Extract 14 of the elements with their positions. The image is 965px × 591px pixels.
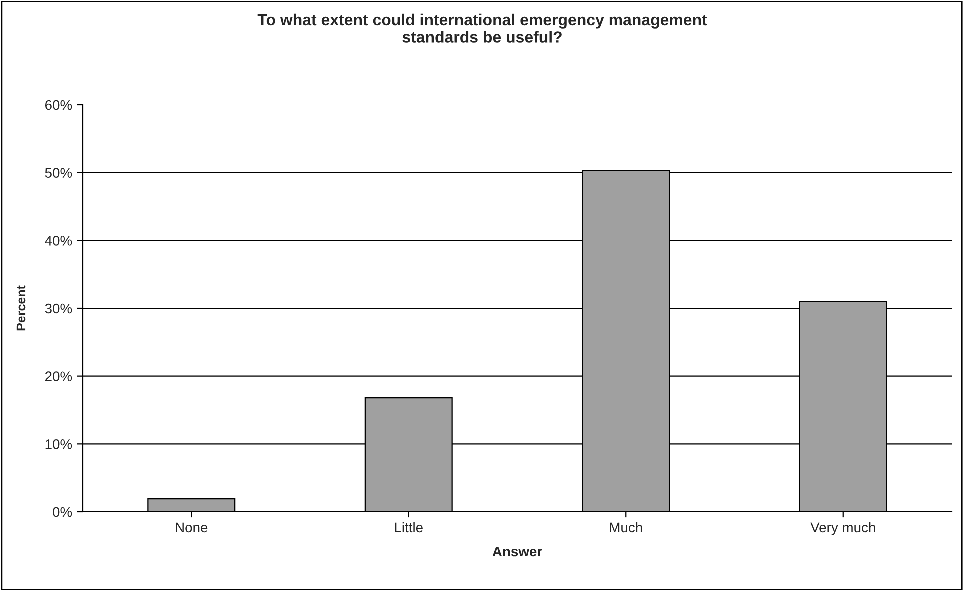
x-tick-label: Very much xyxy=(810,522,876,536)
y-tick-label: 20% xyxy=(45,372,72,382)
y-axis-title: Percent xyxy=(16,286,26,331)
x-axis-title: Answer xyxy=(492,546,542,557)
y-tick-label: 50% xyxy=(45,168,72,178)
x-tick-label: Little xyxy=(395,522,423,533)
y-tick-label: 10% xyxy=(46,440,72,450)
y-tick-label: 30% xyxy=(45,304,72,314)
x-tick-label: None xyxy=(176,522,208,533)
y-tick-label: 60% xyxy=(45,100,72,110)
y-tick-label: 0% xyxy=(53,507,72,518)
chart-title: To what extent could international emergency management standards be useful? xyxy=(258,14,708,43)
x-tick-label: Much xyxy=(610,522,642,533)
y-tick-label: 40% xyxy=(45,236,72,246)
